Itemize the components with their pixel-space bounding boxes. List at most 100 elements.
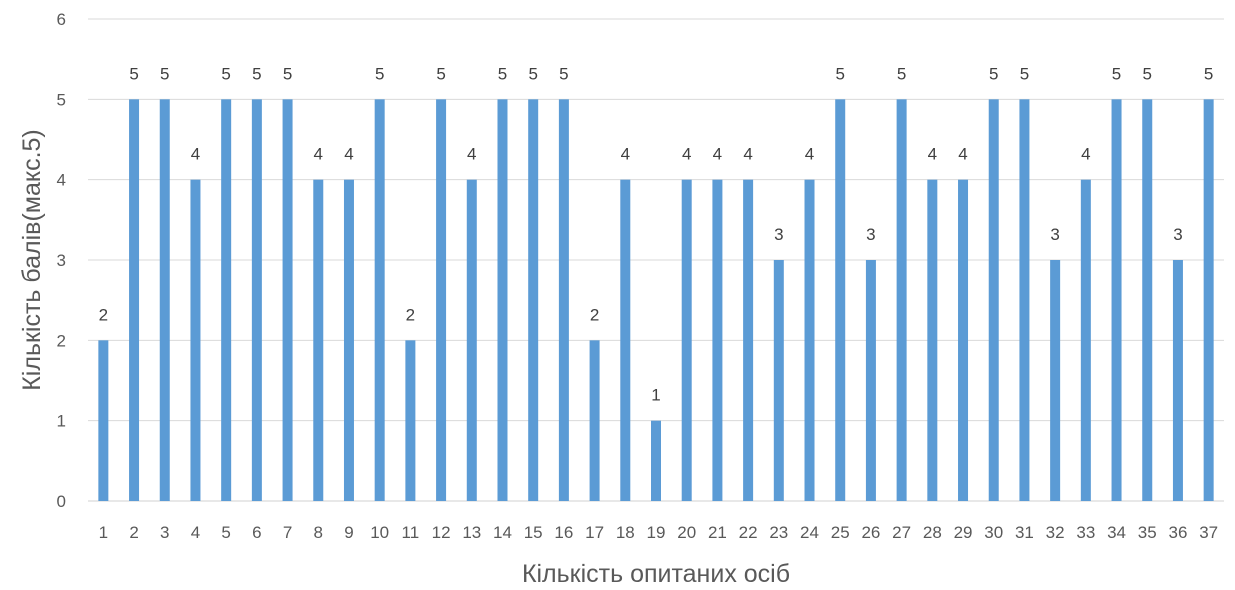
data-label: 4: [467, 145, 476, 164]
data-label: 5: [436, 64, 445, 83]
bar: [129, 99, 140, 501]
bar: [773, 260, 784, 501]
y-axis-title: Кількість балів(макс.5): [18, 129, 46, 391]
data-label: 4: [621, 145, 630, 164]
x-tick-label: 30: [984, 523, 1003, 542]
x-tick-label: 3: [160, 523, 169, 542]
data-label: 5: [160, 64, 169, 83]
data-label: 5: [1112, 64, 1121, 83]
bar: [835, 99, 846, 501]
bar: [405, 340, 416, 501]
x-tick-label: 11: [402, 523, 420, 542]
bar: [221, 99, 232, 501]
y-tick-label: 4: [57, 171, 66, 190]
bar: [436, 99, 447, 501]
y-tick-label: 6: [57, 10, 66, 29]
data-label: 4: [1081, 145, 1090, 164]
x-tick-label: 31: [1015, 523, 1034, 542]
data-label: 5: [221, 64, 230, 83]
data-label: 5: [129, 64, 138, 83]
x-tick-label: 4: [191, 523, 200, 542]
y-tick-label: 3: [57, 251, 66, 270]
bar: [1019, 99, 1030, 501]
bar: [374, 99, 385, 501]
x-tick-label: 14: [493, 523, 512, 542]
x-tick-label: 25: [831, 523, 850, 542]
bar: [896, 99, 907, 501]
data-label: 5: [1143, 64, 1152, 83]
data-label: 1: [651, 386, 660, 405]
data-label: 5: [1204, 64, 1213, 83]
bar: [743, 179, 754, 501]
data-label: 2: [590, 305, 599, 324]
x-tick-label: 27: [892, 523, 911, 542]
data-label: 3: [1050, 225, 1059, 244]
data-label: 3: [774, 225, 783, 244]
bar: [282, 99, 293, 501]
bar: [528, 99, 539, 501]
bar: [865, 260, 876, 501]
y-tick-label: 1: [57, 412, 66, 431]
data-label: 5: [559, 64, 568, 83]
x-axis-title: Кількість опитаних осіб: [522, 560, 790, 588]
x-tick-label: 32: [1046, 523, 1065, 542]
bar: [497, 99, 508, 501]
x-tick-label: 17: [585, 523, 604, 542]
bar: [712, 179, 723, 501]
bar: [589, 340, 600, 501]
data-label: 3: [1173, 225, 1182, 244]
data-label: 2: [406, 305, 415, 324]
x-tick-label: 22: [739, 523, 758, 542]
x-tick-label: 21: [708, 523, 727, 542]
x-tick-label: 28: [923, 523, 942, 542]
x-tick-label: 13: [462, 523, 481, 542]
bar: [804, 179, 815, 501]
x-tick-label: 24: [800, 523, 819, 542]
bar: [1203, 99, 1214, 501]
data-label: 5: [528, 64, 537, 83]
data-labels: 2 5 5 4 5 5 5 4 4 5 2 5 4 5 5 5 2 4 1 4 4 4 3 4 5 3 5 4 4 5 5 3 4 5 5 3 5: [99, 64, 1214, 404]
bar: [159, 99, 170, 501]
bar: [466, 179, 477, 501]
x-tick-label: 12: [432, 523, 451, 542]
bar: [343, 179, 354, 501]
x-tick-label: 7: [283, 523, 292, 542]
x-tick-label: 8: [314, 523, 323, 542]
data-label: 2: [99, 305, 108, 324]
data-label: 4: [713, 145, 722, 164]
data-label: 4: [682, 145, 691, 164]
data-label: 5: [252, 64, 261, 83]
bar: [1111, 99, 1122, 501]
x-tick-label: 2: [129, 523, 138, 542]
x-tick-label: 16: [554, 523, 573, 542]
y-tick-label: 0: [57, 492, 66, 511]
data-label: 4: [958, 145, 967, 164]
bar: [313, 179, 324, 501]
y-tick-label: 2: [57, 331, 66, 350]
data-label: 5: [897, 64, 906, 83]
y-axis-tick-labels: 0 1 2 3 4 5 6: [57, 10, 66, 511]
bar: [1080, 179, 1091, 501]
bar: [988, 99, 999, 501]
bar: [190, 179, 201, 501]
x-tick-label: 37: [1199, 523, 1218, 542]
x-tick-label: 26: [861, 523, 880, 542]
x-tick-label: 9: [344, 523, 353, 542]
data-label: 3: [866, 225, 875, 244]
x-tick-label: 36: [1168, 523, 1187, 542]
x-tick-label: 35: [1138, 523, 1157, 542]
x-tick-label: 23: [769, 523, 788, 542]
x-tick-label: 34: [1107, 523, 1126, 542]
data-label: 5: [835, 64, 844, 83]
y-tick-label: 5: [57, 90, 66, 109]
x-tick-label: 19: [647, 523, 666, 542]
data-label: 5: [1020, 64, 1029, 83]
x-tick-label: 5: [221, 523, 230, 542]
bar: [558, 99, 569, 501]
bar: [1142, 99, 1153, 501]
x-tick-label: 6: [252, 523, 261, 542]
data-label: 5: [498, 64, 507, 83]
x-tick-label: 33: [1076, 523, 1095, 542]
x-tick-label: 29: [954, 523, 973, 542]
